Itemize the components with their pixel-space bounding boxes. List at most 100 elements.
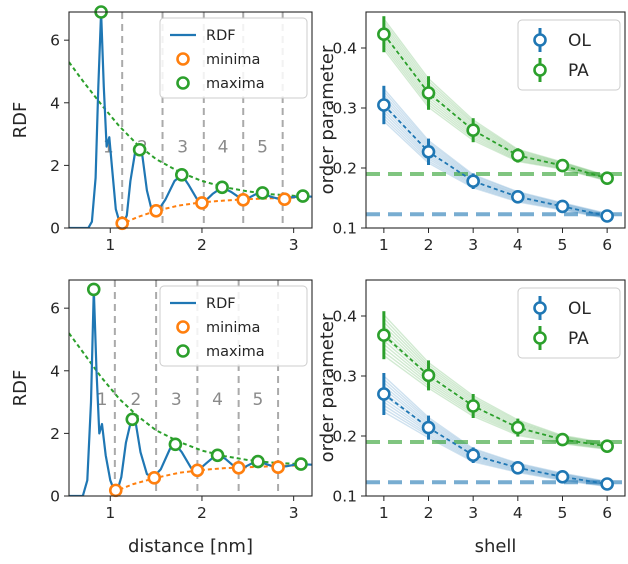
series-point bbox=[600, 439, 614, 454]
legend-marker-swatch bbox=[533, 301, 547, 315]
legend-label: minima bbox=[206, 52, 260, 68]
sample-line bbox=[383, 351, 608, 450]
y-tick-label: 0.2 bbox=[332, 160, 357, 178]
sample-line bbox=[383, 103, 608, 217]
series-line bbox=[383, 104, 608, 217]
series-point bbox=[421, 145, 436, 159]
legend-box bbox=[159, 285, 308, 367]
x-tick-label: 5 bbox=[558, 504, 568, 522]
sample-line bbox=[383, 18, 608, 177]
sample-line bbox=[383, 120, 608, 220]
series-point bbox=[421, 420, 436, 435]
x-tick-label: 2 bbox=[424, 504, 434, 522]
x-tick-label: 5 bbox=[558, 236, 568, 254]
series-point bbox=[377, 328, 391, 343]
series-point bbox=[466, 123, 480, 137]
sample-line bbox=[383, 21, 608, 177]
legend-label: maxima bbox=[206, 76, 265, 92]
chart-panel-1: 123451230246RDFRDFminimamaxima bbox=[10, 5, 313, 254]
series-point bbox=[421, 86, 436, 100]
shell-label: 3 bbox=[171, 390, 182, 410]
series-point bbox=[555, 158, 570, 173]
sample-line bbox=[383, 29, 608, 179]
legend-marker-swatch bbox=[533, 63, 547, 77]
legend: RDF minima maxima bbox=[159, 285, 308, 367]
sample-line bbox=[383, 343, 608, 449]
sample-line bbox=[383, 401, 608, 486]
y-tick-label: 0 bbox=[50, 220, 60, 238]
legend-label: PA bbox=[568, 329, 589, 349]
sample-line bbox=[383, 408, 608, 487]
legend-marker-swatch bbox=[533, 33, 547, 47]
maxima-point bbox=[132, 142, 147, 157]
x-axis-label: shell bbox=[475, 536, 517, 557]
series-point bbox=[600, 209, 614, 223]
sample-line bbox=[383, 37, 608, 180]
sample-line bbox=[383, 385, 608, 484]
sample-line bbox=[383, 117, 608, 219]
series-point bbox=[511, 420, 525, 435]
y-tick-label: 0.2 bbox=[332, 428, 357, 446]
x-tick-label: 3 bbox=[289, 504, 299, 522]
chart-panel-4: 1 2 3 4 5 6 0.1 0.2 0.3 0.4 shell order parameter OL… bbox=[317, 279, 626, 557]
sample-line bbox=[383, 321, 608, 445]
sample-line bbox=[383, 94, 608, 216]
series-line bbox=[383, 33, 608, 180]
sample-line bbox=[383, 91, 608, 215]
series-line bbox=[383, 334, 608, 448]
y-axis-label: RDF bbox=[10, 102, 31, 139]
y-axis-label: order parameter bbox=[317, 313, 338, 462]
axes-frame bbox=[365, 279, 626, 497]
x-tick-label: 6 bbox=[602, 504, 612, 522]
sample-line bbox=[383, 325, 608, 446]
x-tick-label: 1 bbox=[379, 504, 389, 522]
legend-label: OL bbox=[568, 31, 591, 51]
sample-line bbox=[383, 114, 608, 219]
y-tick-label: 6 bbox=[50, 32, 60, 50]
legend: OL PA bbox=[517, 287, 621, 359]
x-tick-label: 2 bbox=[424, 236, 434, 254]
minima-point bbox=[115, 216, 129, 231]
legend-label: RDF bbox=[206, 296, 236, 312]
sample-line bbox=[383, 314, 608, 444]
series-point bbox=[421, 368, 436, 383]
y-axis-label: order parameter bbox=[317, 45, 338, 194]
y-tick-label: 0.3 bbox=[332, 100, 357, 118]
series-point bbox=[466, 399, 480, 413]
legend-label: maxima bbox=[206, 344, 265, 360]
shell-label: 1 bbox=[97, 390, 108, 410]
series-point bbox=[555, 432, 570, 447]
sample-line bbox=[383, 375, 608, 483]
maxima-point bbox=[255, 186, 270, 200]
sample-line bbox=[383, 395, 608, 485]
sample-line bbox=[383, 111, 608, 218]
x-tick-label: 1 bbox=[379, 236, 389, 254]
minima-point bbox=[149, 203, 163, 218]
shell-label: 3 bbox=[177, 138, 188, 158]
legend-marker-swatch bbox=[176, 320, 190, 334]
sample-line bbox=[383, 329, 608, 447]
maxima-point bbox=[86, 282, 101, 297]
series-point bbox=[555, 199, 570, 214]
shell-label: 4 bbox=[218, 138, 229, 158]
sample-line bbox=[383, 411, 608, 488]
sample-line bbox=[383, 97, 608, 216]
series-point bbox=[511, 148, 525, 163]
y-tick-label: 0.4 bbox=[332, 308, 357, 326]
sample-line bbox=[383, 355, 608, 450]
chart-panel-3: 1 2 3 4 5 1 2 3 0 2 4 6 distance [nm] RDF RDF minima max… bbox=[10, 279, 313, 557]
sample-line bbox=[383, 106, 608, 217]
maxima-point bbox=[174, 167, 189, 182]
legend-box bbox=[159, 17, 308, 99]
y-axis-label: RDF bbox=[10, 370, 31, 407]
x-tick-label: 2 bbox=[197, 236, 207, 254]
legend-label: minima bbox=[206, 320, 260, 336]
y-tick-label: 0 bbox=[50, 488, 60, 506]
sample-line bbox=[383, 100, 608, 216]
y-tick-label: 4 bbox=[50, 362, 60, 380]
sample-line bbox=[383, 24, 608, 178]
shell-label: 2 bbox=[131, 390, 142, 410]
series-point bbox=[555, 469, 570, 484]
maxima-point bbox=[251, 454, 265, 469]
